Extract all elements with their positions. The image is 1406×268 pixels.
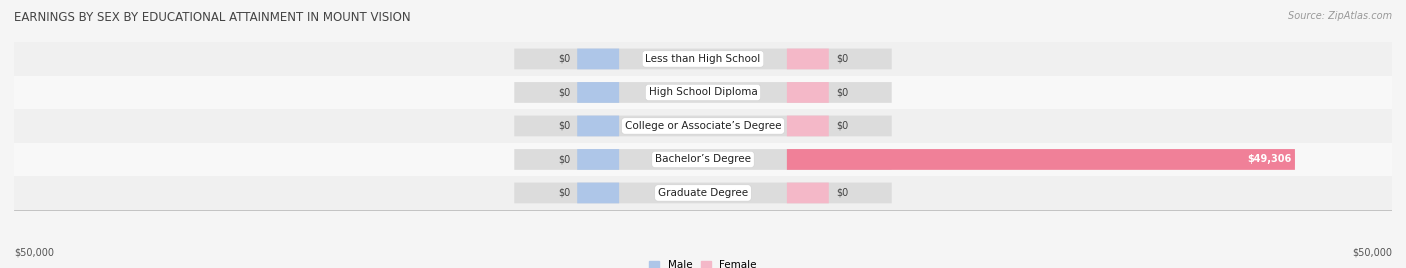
FancyBboxPatch shape: [515, 183, 891, 203]
Text: Source: ZipAtlas.com: Source: ZipAtlas.com: [1288, 11, 1392, 21]
Legend: Male, Female: Male, Female: [645, 256, 761, 268]
Text: $0: $0: [558, 121, 569, 131]
FancyBboxPatch shape: [14, 176, 1392, 210]
FancyBboxPatch shape: [578, 116, 619, 136]
Text: Graduate Degree: Graduate Degree: [658, 188, 748, 198]
FancyBboxPatch shape: [787, 82, 828, 103]
Text: High School Diploma: High School Diploma: [648, 87, 758, 98]
Text: $50,000: $50,000: [1353, 247, 1392, 257]
FancyBboxPatch shape: [578, 149, 619, 170]
FancyBboxPatch shape: [14, 76, 1392, 109]
Text: $0: $0: [558, 87, 569, 98]
FancyBboxPatch shape: [578, 183, 619, 203]
Text: $0: $0: [558, 154, 569, 165]
FancyBboxPatch shape: [787, 183, 828, 203]
FancyBboxPatch shape: [787, 116, 828, 136]
FancyBboxPatch shape: [14, 143, 1392, 176]
Text: EARNINGS BY SEX BY EDUCATIONAL ATTAINMENT IN MOUNT VISION: EARNINGS BY SEX BY EDUCATIONAL ATTAINMEN…: [14, 11, 411, 24]
FancyBboxPatch shape: [787, 149, 1295, 170]
Text: $49,306: $49,306: [1247, 154, 1292, 165]
Text: $0: $0: [837, 87, 848, 98]
FancyBboxPatch shape: [14, 42, 1392, 76]
Text: $0: $0: [558, 54, 569, 64]
FancyBboxPatch shape: [515, 82, 891, 103]
Text: $0: $0: [837, 54, 848, 64]
FancyBboxPatch shape: [515, 149, 891, 170]
Text: College or Associate’s Degree: College or Associate’s Degree: [624, 121, 782, 131]
FancyBboxPatch shape: [578, 82, 619, 103]
FancyBboxPatch shape: [14, 109, 1392, 143]
Text: $50,000: $50,000: [14, 247, 53, 257]
FancyBboxPatch shape: [515, 116, 891, 136]
Text: $0: $0: [558, 188, 569, 198]
Text: Less than High School: Less than High School: [645, 54, 761, 64]
Text: $0: $0: [837, 121, 848, 131]
FancyBboxPatch shape: [515, 49, 891, 69]
FancyBboxPatch shape: [578, 49, 619, 69]
FancyBboxPatch shape: [787, 49, 828, 69]
Text: Bachelor’s Degree: Bachelor’s Degree: [655, 154, 751, 165]
Text: $0: $0: [837, 188, 848, 198]
